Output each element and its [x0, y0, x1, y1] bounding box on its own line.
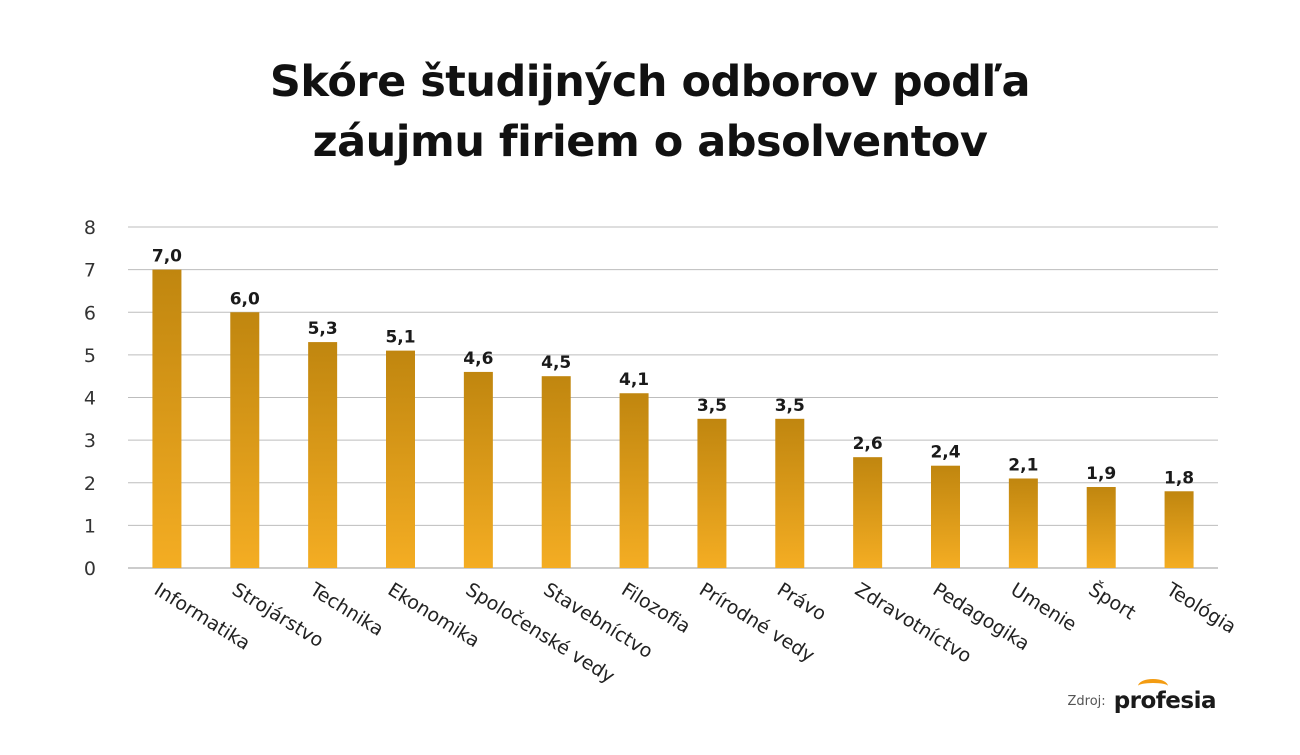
- bar: [853, 457, 883, 568]
- y-tick-label: 5: [84, 345, 96, 367]
- bar: [931, 465, 960, 568]
- x-axis: InformatikaStrojárstvoTechnikaEkonomikaS…: [150, 577, 1240, 688]
- bar: [619, 393, 649, 568]
- data-label: 4,6: [463, 349, 493, 369]
- y-tick-label: 3: [84, 430, 96, 452]
- chart-title-line-1: Skóre študijných odborov podľa: [269, 57, 1031, 107]
- x-tick-label: Teológia: [1162, 578, 1240, 638]
- y-tick-label: 7: [84, 260, 96, 282]
- data-label: 2,1: [1008, 455, 1038, 475]
- bar: [541, 376, 571, 568]
- data-label: 5,1: [385, 328, 415, 348]
- y-tick-label: 2: [84, 473, 96, 495]
- profesia-logo: profesia: [1114, 679, 1217, 714]
- x-tick-label: Šport: [1085, 577, 1141, 624]
- data-label: 1,8: [1164, 468, 1194, 488]
- data-label: 4,5: [541, 353, 571, 373]
- bars: 7,0 6,0 5,3 5,1 4,6 4,5 4,1 3,5 3,5 2,6 2,4 2,1 1,9 1…: [152, 247, 1194, 568]
- source-label: Zdroj:: [1067, 693, 1106, 709]
- data-label: 2,4: [930, 443, 960, 463]
- y-tick-label: 1: [84, 515, 96, 537]
- data-label: 2,6: [853, 434, 883, 454]
- y-tick-label: 4: [84, 388, 96, 410]
- bar: [1008, 478, 1038, 568]
- bar: [775, 418, 805, 568]
- bar: [697, 418, 727, 568]
- bar: [308, 342, 338, 568]
- bar: [1086, 487, 1116, 568]
- gridlines: [128, 226, 1218, 569]
- data-label: 3,5: [775, 396, 805, 416]
- bar: [230, 312, 260, 568]
- data-label: 1,9: [1086, 464, 1116, 484]
- bar: [463, 371, 493, 568]
- data-label: 7,0: [152, 247, 182, 267]
- x-tick-label: Právo: [773, 579, 830, 626]
- data-label: 3,5: [697, 396, 727, 416]
- y-axis: 0 1 2 3 4 5 6 7 8: [84, 217, 96, 580]
- source-credit: Zdroj: profesia: [1067, 679, 1217, 714]
- y-tick-label: 6: [84, 302, 96, 324]
- data-label: 4,1: [619, 370, 649, 390]
- data-label: 5,3: [308, 319, 338, 339]
- bar: [152, 269, 182, 568]
- bar: [1164, 491, 1194, 568]
- logo-swoosh-icon: [1137, 679, 1168, 693]
- chart-title-line-2: záujmu firiem o absolventov: [312, 117, 988, 167]
- bar: [386, 350, 415, 568]
- chart-title: Skóre študijných odborov podľa záujmu fi…: [0, 52, 1300, 172]
- y-tick-label: 8: [84, 217, 96, 239]
- y-tick-label: 0: [84, 558, 96, 580]
- data-label: 6,0: [230, 289, 260, 309]
